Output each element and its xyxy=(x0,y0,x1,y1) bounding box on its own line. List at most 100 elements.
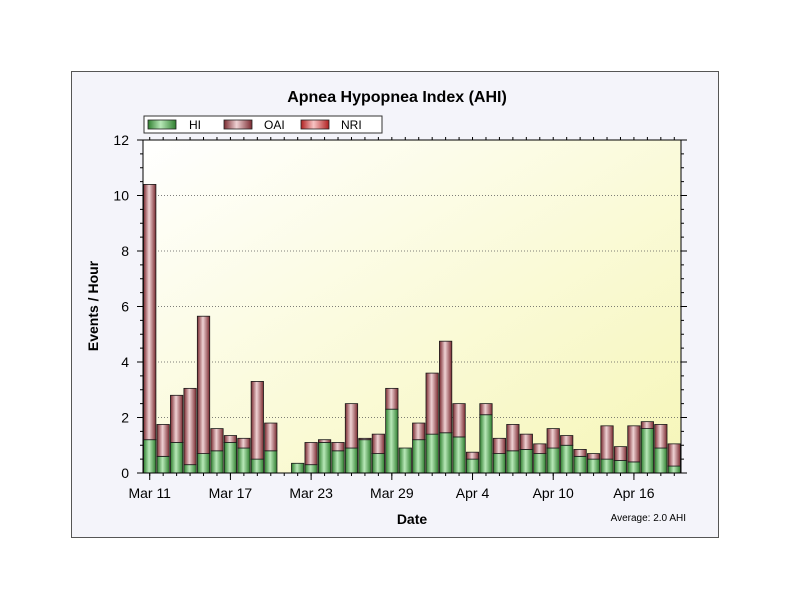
bar-oai xyxy=(560,435,574,446)
bar-hi xyxy=(385,408,399,474)
bar-hi xyxy=(600,458,614,474)
y-tick-label: 6 xyxy=(121,299,129,315)
bar-hi xyxy=(250,458,264,474)
bar-oai xyxy=(546,428,560,449)
bar-oai xyxy=(317,439,332,443)
bar-oai xyxy=(654,424,668,449)
x-tick-label: Mar 11 xyxy=(128,485,171,501)
bar-hi xyxy=(183,464,197,474)
x-axis-title: Date xyxy=(397,511,428,527)
bar-hi xyxy=(627,461,641,474)
bar-oai xyxy=(385,387,399,410)
bar-hi xyxy=(640,428,654,474)
legend-swatch-oai xyxy=(223,119,253,130)
bar-oai xyxy=(304,442,318,466)
bar-oai xyxy=(358,437,372,441)
legend-label-hi: HI xyxy=(189,118,201,132)
bar-oai xyxy=(223,435,238,443)
bar-hi xyxy=(358,439,372,474)
bar-oai xyxy=(519,433,533,450)
chart-canvas: Apnea Hypopnea Index (AHI) HI OAI NRI 0 2… xyxy=(85,89,687,527)
bar-oai xyxy=(439,340,453,434)
bar-oai xyxy=(170,394,184,443)
x-tick-label: Mar 17 xyxy=(209,485,253,501)
bar-hi xyxy=(344,447,359,474)
chart-title: Apnea Hypopnea Index (AHI) xyxy=(287,89,507,106)
bar-oai xyxy=(600,425,614,460)
bar-oai xyxy=(613,446,628,461)
bar-oai xyxy=(492,437,507,454)
bar-oai xyxy=(479,403,493,416)
bar-hi xyxy=(425,433,439,474)
bar-hi xyxy=(546,447,560,474)
bar-oai xyxy=(627,425,641,463)
y-axis-ticks: 0 2 4 6 8 10 12 xyxy=(113,132,129,481)
bar-hi xyxy=(371,453,385,474)
bar-oai xyxy=(465,451,480,460)
y-tick-label: 10 xyxy=(113,188,129,204)
bar-oai xyxy=(640,421,654,430)
bar-hi xyxy=(264,450,278,474)
bar-hi xyxy=(304,464,318,474)
y-tick-label: 12 xyxy=(113,132,129,148)
legend-label-oai: OAI xyxy=(264,118,285,132)
bar-hi xyxy=(291,462,305,474)
bar-hi xyxy=(654,447,668,474)
bar-oai xyxy=(506,424,520,452)
legend-swatch-nri xyxy=(300,119,330,130)
bar-hi xyxy=(223,442,238,474)
bar-hi xyxy=(412,439,426,474)
bar-oai xyxy=(183,387,197,466)
bar-hi xyxy=(492,453,507,474)
bars xyxy=(143,184,681,474)
bar-hi xyxy=(439,432,453,474)
bar-hi xyxy=(237,447,251,474)
bar-hi xyxy=(398,447,412,474)
bar-oai xyxy=(210,428,224,452)
legend-label-nri: NRI xyxy=(341,118,362,132)
bar-hi xyxy=(506,450,520,474)
bar-oai xyxy=(237,437,251,449)
bar-hi xyxy=(143,439,157,474)
bar-oai xyxy=(331,442,345,452)
legend-swatch-hi xyxy=(147,119,177,130)
y-tick-label: 0 xyxy=(121,465,129,481)
y-tick-label: 4 xyxy=(121,354,129,370)
average-note: Average: 2.0 AHI xyxy=(611,513,686,524)
bar-hi xyxy=(573,455,587,474)
y-tick-label: 2 xyxy=(121,410,129,426)
legend: HI OAI NRI xyxy=(143,115,383,134)
bar-hi xyxy=(196,453,211,474)
bar-oai xyxy=(586,453,601,460)
x-tick-label: Apr 4 xyxy=(456,485,490,501)
bar-hi xyxy=(331,450,345,474)
plot-area xyxy=(143,140,681,473)
y-axis-title: Events / Hour xyxy=(85,260,101,351)
bar-oai xyxy=(425,372,439,435)
bar-oai xyxy=(533,443,547,454)
bar-oai xyxy=(264,422,278,452)
bar-oai xyxy=(667,443,681,467)
chart-frame: Apnea Hypopnea Index (AHI) HI OAI NRI 0 2… xyxy=(71,71,719,538)
bar-oai xyxy=(371,433,385,454)
x-tick-label: Apr 10 xyxy=(533,485,574,501)
bar-oai xyxy=(156,424,170,457)
bar-oai xyxy=(196,315,211,454)
bar-oai xyxy=(412,422,426,441)
bar-hi xyxy=(170,442,184,474)
bar-oai xyxy=(250,381,264,460)
x-tick-label: Mar 29 xyxy=(370,485,414,501)
bar-hi xyxy=(667,465,681,474)
x-tick-label: Mar 23 xyxy=(289,485,333,501)
bar-hi xyxy=(452,436,466,474)
bar-hi xyxy=(317,442,332,474)
bar-hi xyxy=(533,453,547,474)
bar-oai xyxy=(344,403,359,449)
bar-oai xyxy=(143,184,157,441)
bar-hi xyxy=(210,450,224,474)
bar-oai xyxy=(452,403,466,438)
bar-hi xyxy=(560,444,574,474)
bar-hi xyxy=(586,458,601,474)
x-tick-label: Apr 16 xyxy=(613,485,654,501)
bar-hi xyxy=(613,460,628,474)
